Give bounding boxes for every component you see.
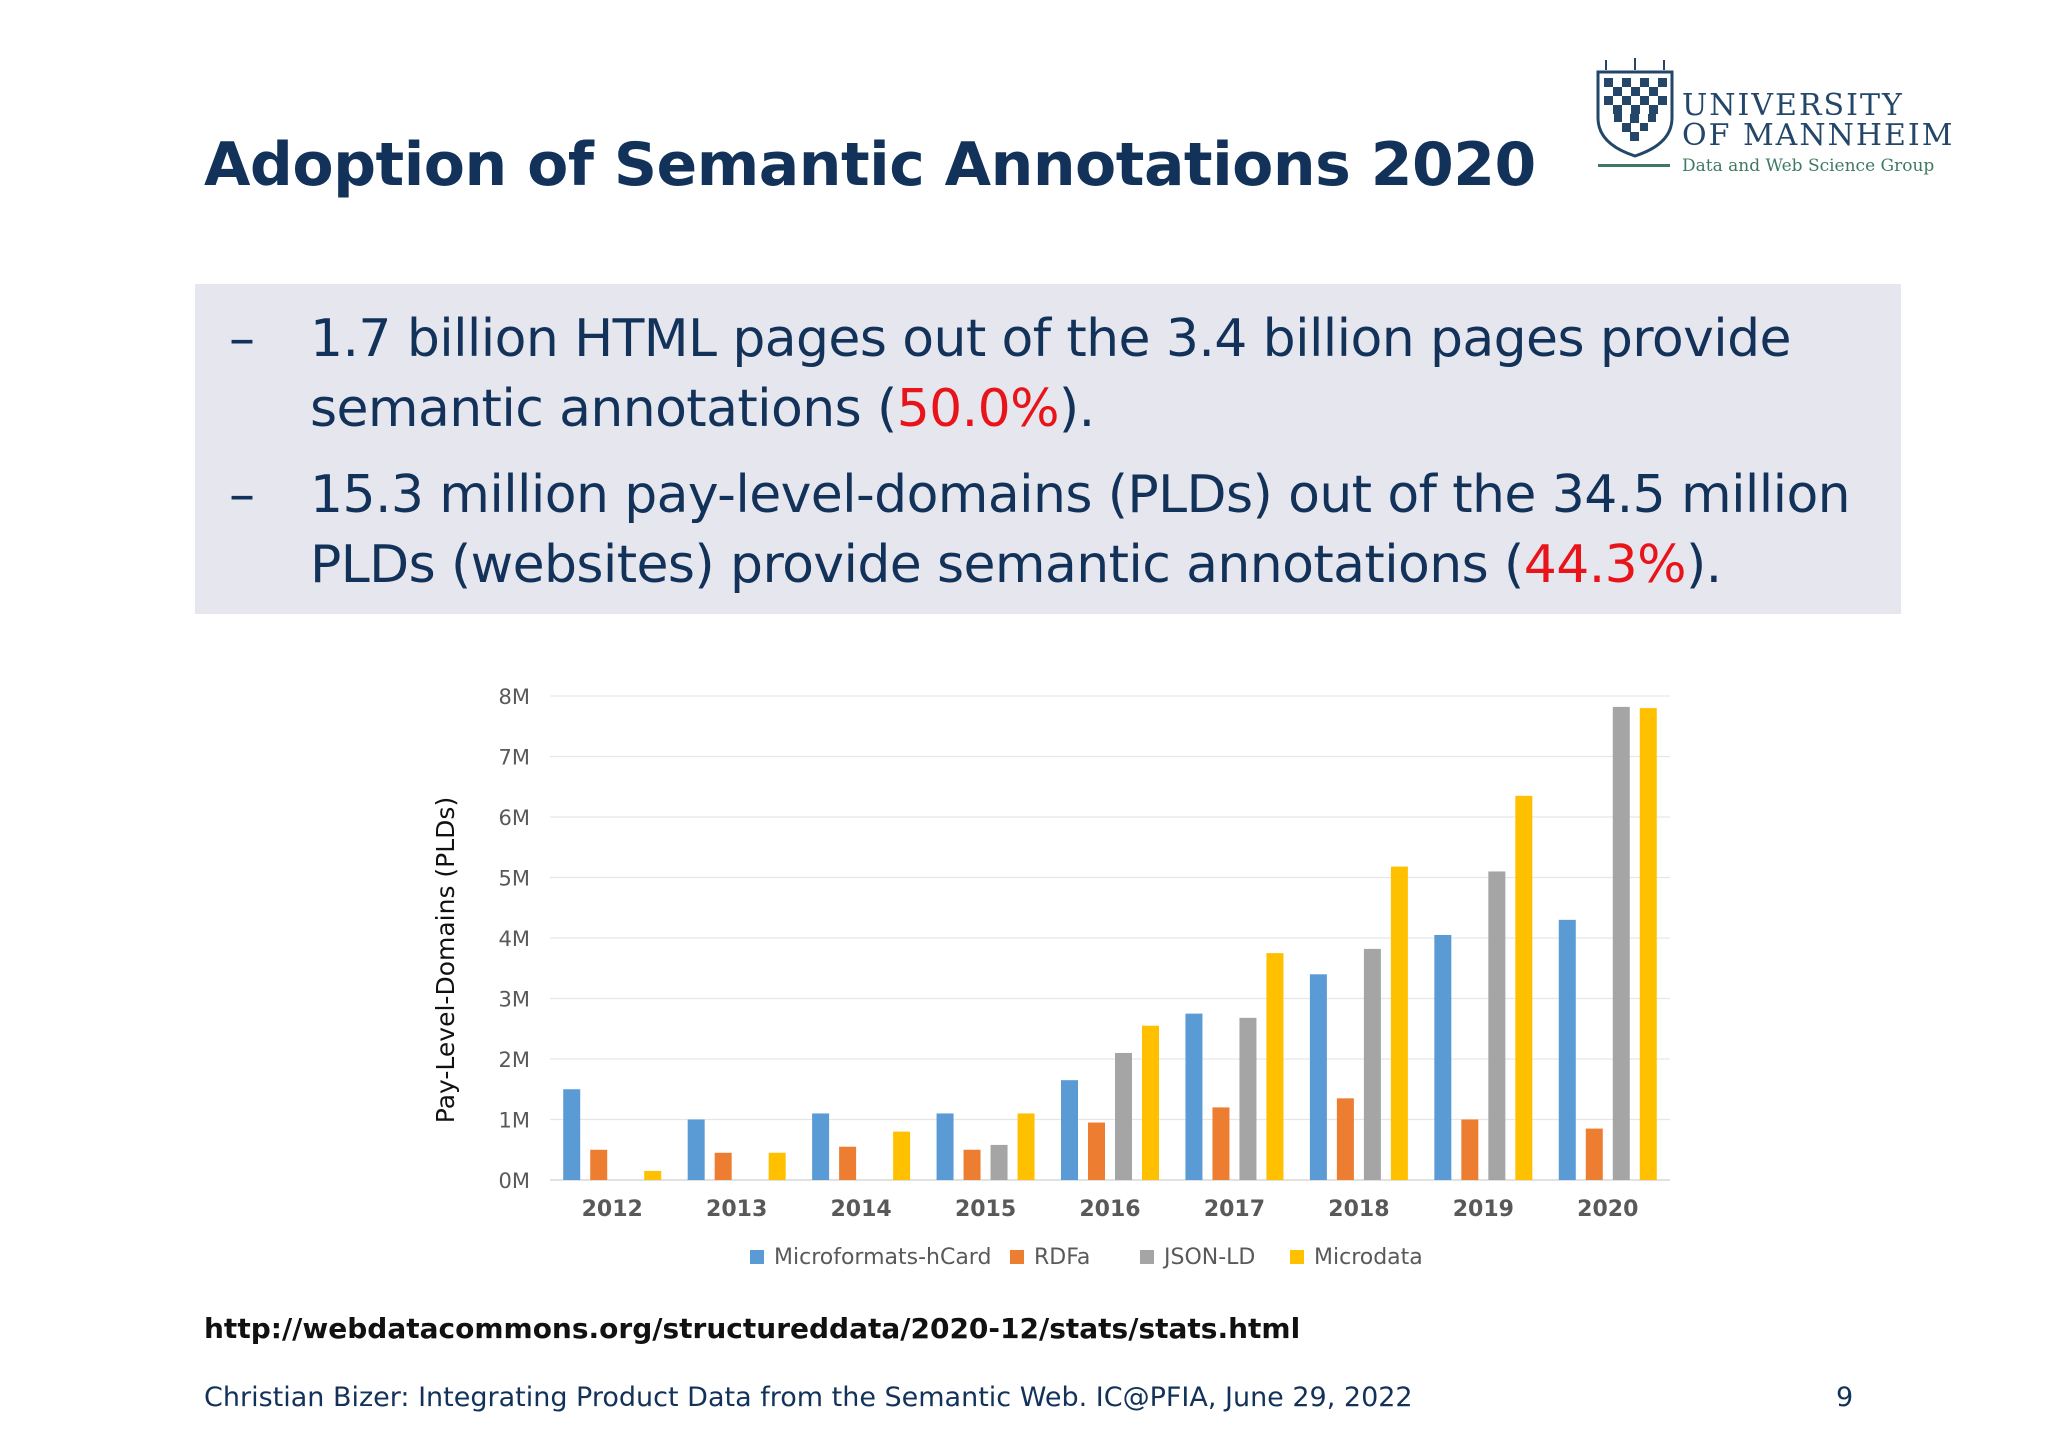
bar-microformats-hcard-2014 — [812, 1113, 830, 1180]
bar-microdata-2017 — [1266, 953, 1284, 1180]
legend: Microformats-hCard RDFa JSON-LD Microdata — [750, 1245, 1423, 1270]
bar-rdfa-2013 — [714, 1152, 732, 1180]
y-tick-labels: 0M 1M 2M 3M 4M 5M 6M 7M 8M — [499, 685, 530, 1193]
bars — [563, 706, 1657, 1180]
x-tick-label: 2012 — [582, 1197, 643, 1222]
bar-json-ld-2019 — [1488, 871, 1506, 1180]
legend-swatch — [1290, 1250, 1304, 1264]
slide-title: Adoption of Semantic Annotations 2020 — [204, 130, 1536, 200]
bar-microdata-2016 — [1142, 1025, 1159, 1180]
bar-rdfa-2017 — [1212, 1107, 1230, 1180]
y-tick-label: 7M — [499, 746, 530, 770]
x-tick-label: 2016 — [1079, 1197, 1140, 1222]
y-tick-label: 6M — [499, 806, 530, 830]
bar-rdfa-2018 — [1336, 1098, 1354, 1180]
y-tick-label: 3M — [499, 988, 530, 1012]
bar-microdata-2019 — [1515, 795, 1533, 1180]
x-tick-label: 2013 — [706, 1197, 767, 1222]
bullet-text-end: ). — [1058, 379, 1095, 439]
bar-microdata-2013 — [768, 1152, 786, 1180]
legend-swatch — [1010, 1250, 1024, 1264]
bar-rdfa-2020 — [1585, 1128, 1603, 1180]
bar-microdata-2015 — [1017, 1113, 1035, 1180]
legend-label: Microdata — [1314, 1245, 1423, 1270]
bar-rdfa-2014 — [839, 1146, 857, 1180]
bar-microdata-2014 — [893, 1131, 911, 1180]
bar-microformats-hcard-2015 — [936, 1113, 954, 1180]
legend-swatch — [750, 1250, 764, 1264]
x-tick-label: 2017 — [1204, 1197, 1265, 1222]
bar-rdfa-2015 — [963, 1149, 981, 1180]
x-tick-label: 2015 — [955, 1197, 1016, 1222]
bar-json-ld-2020 — [1612, 706, 1630, 1180]
x-tick-labels: 2012 2013 2014 2015 2016 2017 2018 2019 2020 — [582, 1197, 1639, 1222]
bar-microdata-2018 — [1390, 866, 1408, 1180]
bar-rdfa-2016 — [1088, 1122, 1105, 1180]
crest-icon — [1596, 58, 1674, 158]
bar-json-ld-2018 — [1363, 948, 1381, 1180]
bullet-text-end: ). — [1685, 535, 1722, 595]
bar-microformats-hcard-2017 — [1185, 1013, 1203, 1180]
y-tick-label: 5M — [499, 867, 530, 891]
bar-json-ld-2015 — [990, 1144, 1008, 1180]
bar-microformats-hcard-2020 — [1558, 919, 1576, 1180]
bullet-dash: – — [229, 465, 255, 525]
logo-line2: OF MANNHEIM — [1682, 118, 1955, 153]
bullet-dash: – — [229, 309, 255, 369]
y-tick-label: 8M — [499, 685, 530, 709]
bar-microformats-hcard-2016 — [1061, 1080, 1078, 1180]
y-tick-label: 0M — [499, 1169, 530, 1193]
logo-rule — [1598, 164, 1670, 167]
grid-lines — [550, 695, 1670, 1181]
x-tick-label: 2014 — [830, 1197, 891, 1222]
legend-label: RDFa — [1034, 1245, 1090, 1270]
bar-microformats-hcard-2013 — [687, 1119, 705, 1180]
bullet-box: –1.7 billion HTML pages out of the 3.4 b… — [195, 284, 1901, 614]
bar-rdfa-2019 — [1461, 1119, 1479, 1180]
bullet-highlight: 44.3% — [1523, 535, 1687, 595]
bar-json-ld-2016 — [1115, 1052, 1132, 1180]
x-tick-label: 2019 — [1453, 1197, 1514, 1222]
bar-microformats-hcard-2018 — [1309, 974, 1327, 1180]
footer-text: Christian Bizer: Integrating Product Dat… — [204, 1382, 1413, 1413]
bullet-text: 1.7 billion HTML pages out of the 3.4 bi… — [310, 309, 1792, 439]
y-tick-label: 2M — [499, 1048, 530, 1072]
bar-microdata-2020 — [1639, 708, 1657, 1180]
source-link[interactable]: http://webdatacommons.org/structureddata… — [204, 1312, 1301, 1345]
bar-json-ld-2017 — [1239, 1017, 1257, 1180]
x-tick-label: 2018 — [1328, 1197, 1389, 1222]
x-tick-label: 2020 — [1577, 1197, 1638, 1222]
page-number: 9 — [1836, 1382, 1854, 1413]
y-tick-label: 4M — [499, 927, 530, 951]
bar-microformats-hcard-2019 — [1434, 934, 1452, 1180]
bar-microformats-hcard-2012 — [563, 1089, 581, 1180]
legend-swatch — [1140, 1250, 1154, 1264]
bullet-text: 15.3 million pay-level-domains (PLDs) ou… — [310, 465, 1851, 595]
logo-subtitle: Data and Web Science Group — [1682, 156, 1935, 176]
bar-rdfa-2012 — [590, 1149, 608, 1180]
y-tick-label: 1M — [499, 1109, 530, 1133]
logo-line1: UNIVERSITY — [1682, 88, 1904, 123]
legend-label: JSON-LD — [1162, 1245, 1255, 1270]
bullet-item: –1.7 billion HTML pages out of the 3.4 b… — [215, 304, 1881, 444]
y-axis-label: Pay-Level-Domains (PLDs) — [431, 797, 460, 1123]
legend-label: Microformats-hCard — [774, 1245, 991, 1270]
bullet-highlight: 50.0% — [896, 379, 1060, 439]
university-logo: UNIVERSITY OF MANNHEIM Data and Web Scie… — [1590, 58, 1952, 178]
bar-microdata-2012 — [644, 1170, 662, 1180]
bullet-item: –15.3 million pay-level-domains (PLDs) o… — [215, 460, 1881, 600]
